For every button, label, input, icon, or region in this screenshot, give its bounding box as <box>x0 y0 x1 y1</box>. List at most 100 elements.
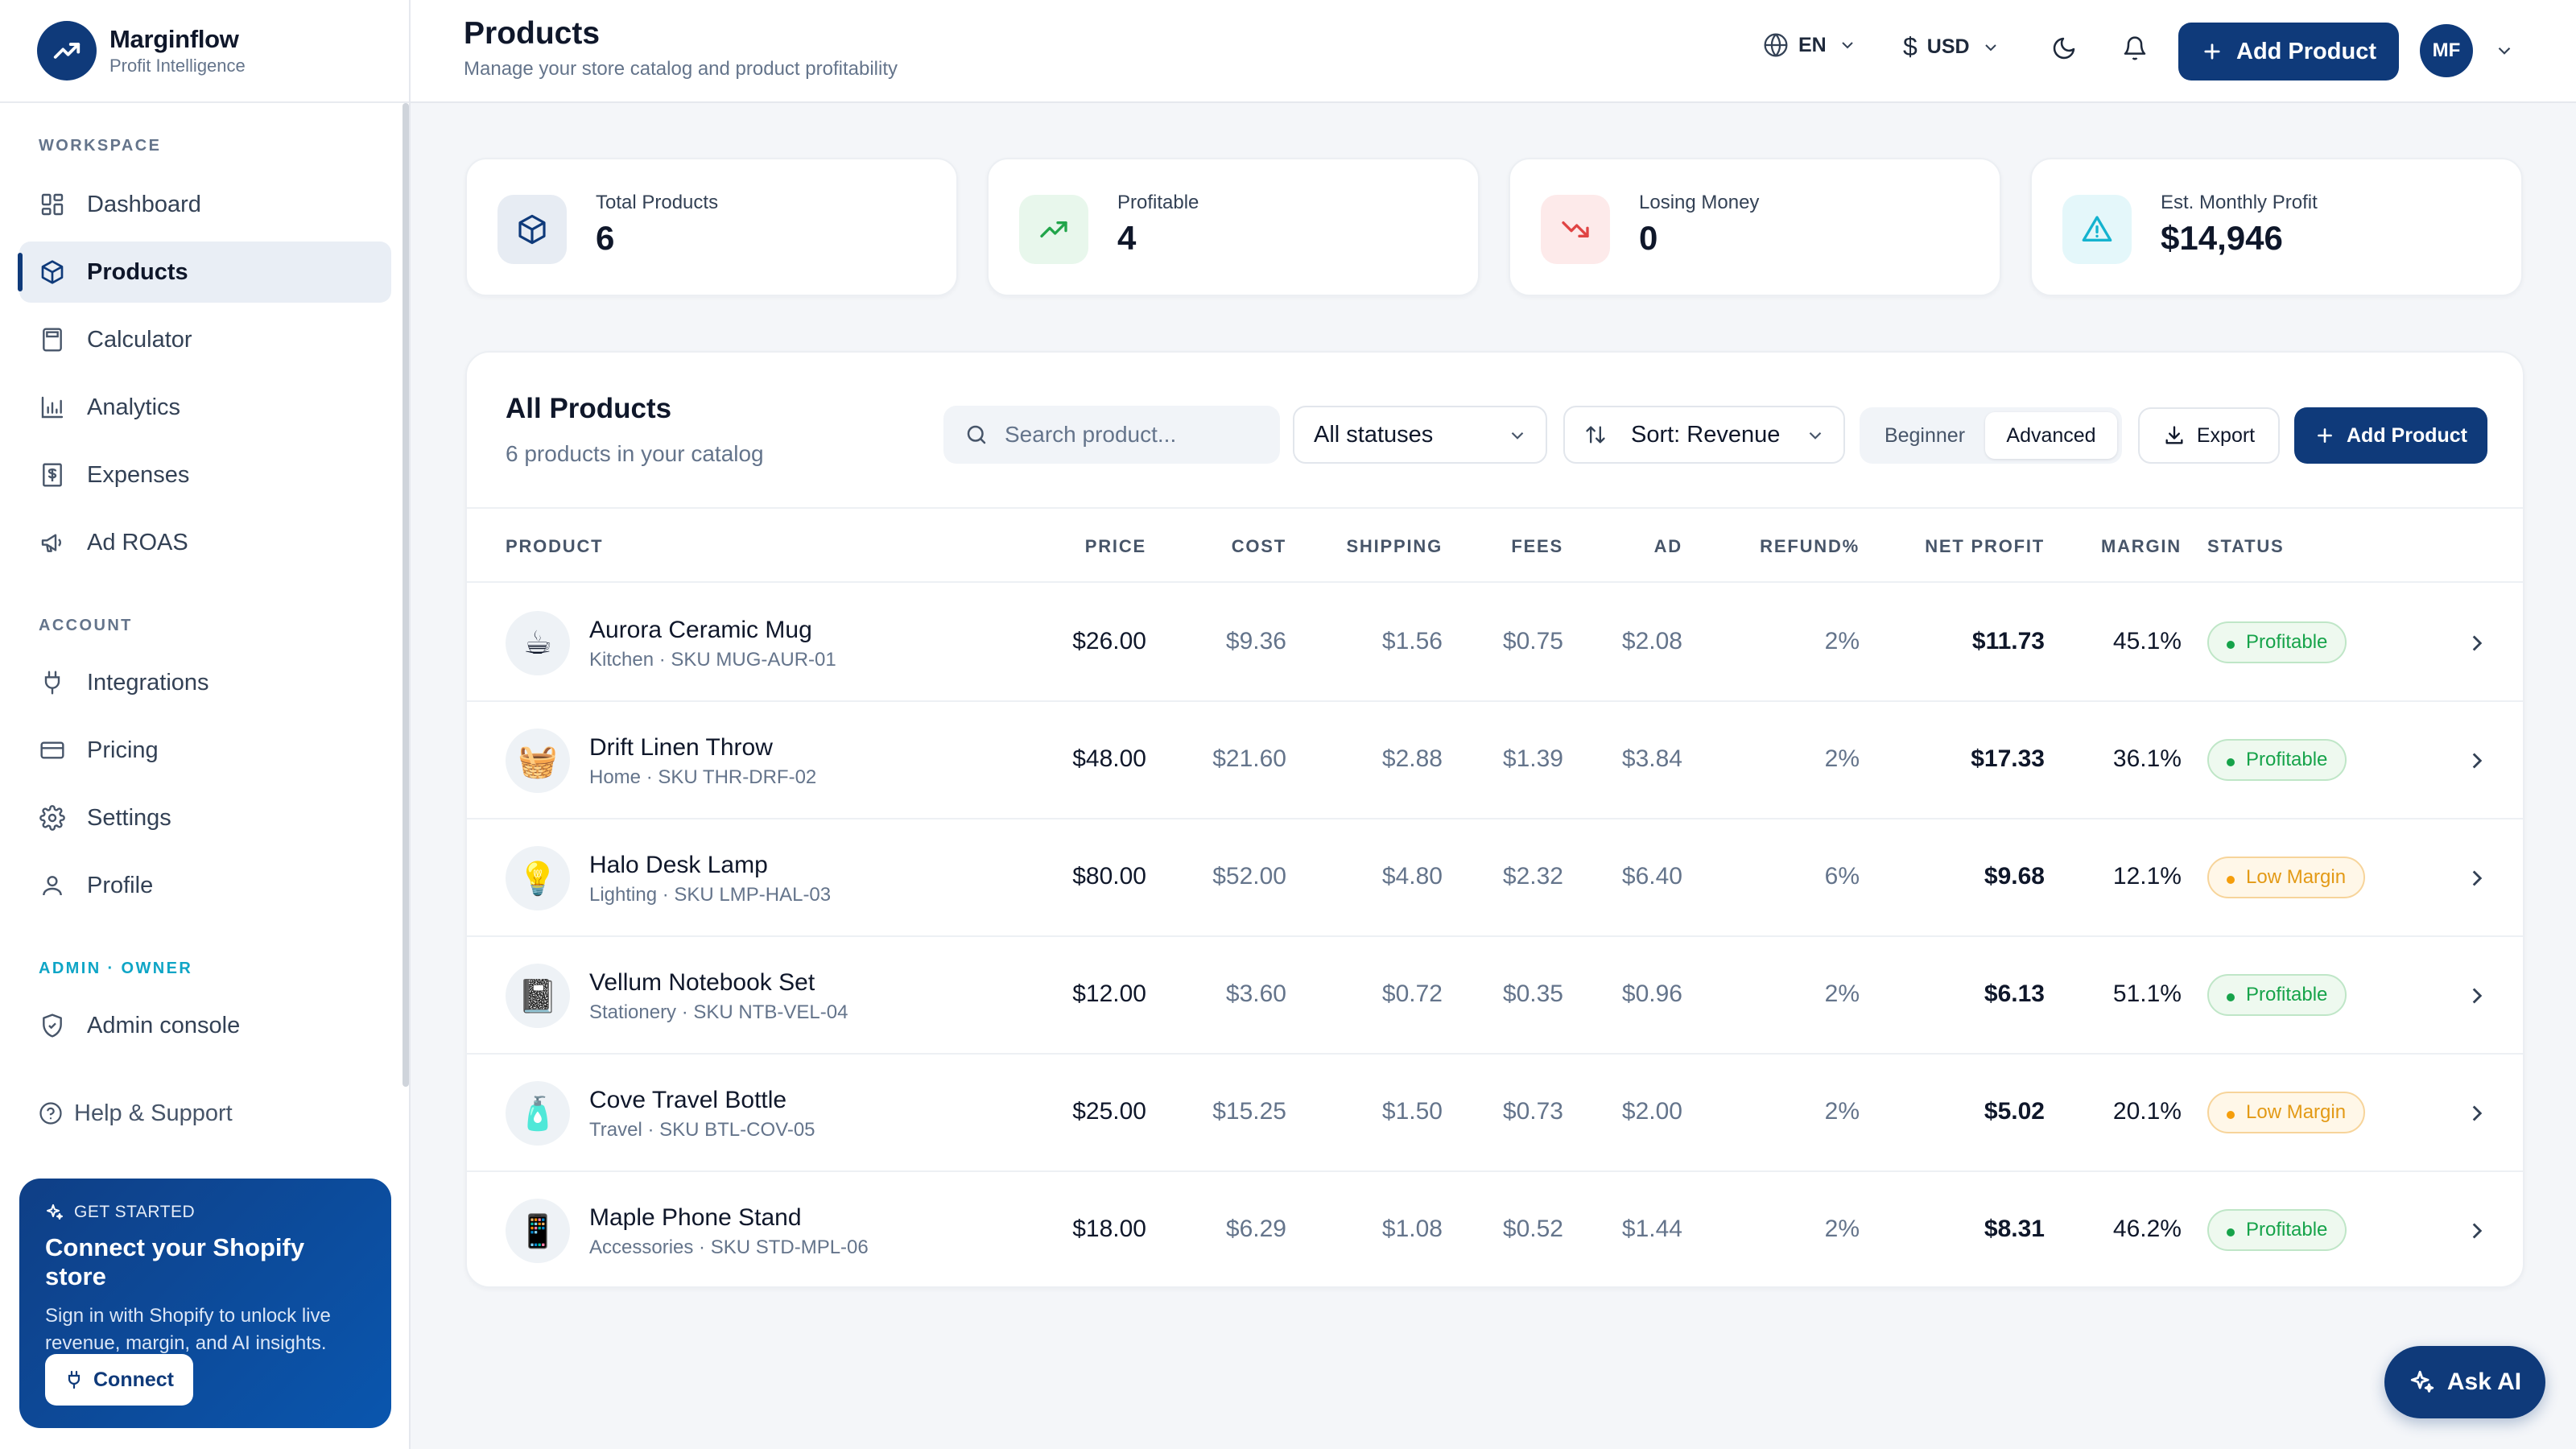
product-name: Cove Travel Bottle <box>589 1087 787 1113</box>
table-row[interactable]: 📱 Maple Phone Stand Accessories · SKU STD-… <box>467 1172 2523 1290</box>
sidebar-item-label: Profile <box>87 872 154 898</box>
mode-beginner[interactable]: Beginner <box>1884 423 1966 447</box>
sidebar-item-admin-console[interactable]: Admin console <box>19 995 391 1056</box>
sort-icon <box>1584 423 1607 446</box>
help-support-link[interactable]: Help & Support <box>39 1100 233 1127</box>
header-add-product-button[interactable]: Add Product <box>2178 23 2399 80</box>
table-row[interactable]: 🧴 Cove Travel Bottle Travel · SKU BTL-COV-… <box>467 1055 2523 1172</box>
product-thumbnail: ☕ <box>506 611 570 675</box>
chevron-right-icon[interactable] <box>2463 1100 2491 1127</box>
theme-toggle[interactable] <box>2051 35 2077 61</box>
cell-shipping: $0.72 <box>1381 980 1443 1007</box>
dollar-icon: $ <box>1903 32 1918 61</box>
col-margin[interactable]: MARGIN <box>2100 536 2182 556</box>
col-product[interactable]: PRODUCT <box>506 536 604 556</box>
table-row[interactable]: 🧺 Drift Linen Throw Home · SKU THR-DRF-02 $… <box>467 702 2523 819</box>
col-fees[interactable]: FEES <box>1511 536 1563 556</box>
section-label-workspace: WORKSPACE <box>39 137 162 155</box>
cell-refund: 2% <box>1824 745 1860 772</box>
col-ad[interactable]: AD <box>1653 536 1682 556</box>
col-refund[interactable]: REFUND% <box>1760 536 1860 556</box>
trending-down-icon <box>1541 195 1610 264</box>
sidebar-item-label: Integrations <box>87 669 209 696</box>
product-meta: Kitchen · SKU MUG-AUR-01 <box>589 649 836 671</box>
product-thumbnail: 📓 <box>506 964 570 1028</box>
col-status[interactable]: STATUS <box>2207 536 2285 556</box>
ask-ai-button[interactable]: Ask AI <box>2384 1346 2545 1418</box>
sidebar-item-integrations[interactable]: Integrations <box>19 652 391 713</box>
chevron-right-icon[interactable] <box>2463 1217 2491 1245</box>
table-row[interactable]: 💡 Halo Desk Lamp Lighting · SKU LMP-HAL-03… <box>467 819 2523 937</box>
sidebar-scrollbar[interactable] <box>402 103 409 1087</box>
sidebar-item-ad-roas[interactable]: Ad ROAS <box>19 512 391 573</box>
add-product-button[interactable]: Add Product <box>2294 407 2487 464</box>
table-row[interactable]: 📓 Vellum Notebook Set Stationery · SKU NTB… <box>467 937 2523 1055</box>
product-meta: Lighting · SKU LMP-HAL-03 <box>589 884 832 906</box>
col-shipping[interactable]: SHIPPING <box>1346 536 1443 556</box>
cell-fees: $0.52 <box>1502 1216 1563 1242</box>
sidebar-item-label: Calculator <box>87 326 192 353</box>
chevron-down-icon <box>1981 38 2000 57</box>
calculator-icon <box>39 326 66 353</box>
sidebar-item-calculator[interactable]: Calculator <box>19 309 391 370</box>
cell-cost: $9.36 <box>1225 628 1286 654</box>
product-name: Halo Desk Lamp <box>589 852 768 878</box>
stat-value: 6 <box>596 219 615 257</box>
table-subtitle: 6 products in your catalog <box>506 441 764 466</box>
sidebar-item-pricing[interactable]: Pricing <box>19 720 391 781</box>
moon-icon <box>2051 35 2077 61</box>
language-select[interactable]: EN <box>1763 32 1857 58</box>
chevron-down-icon[interactable] <box>2494 40 2515 61</box>
table-header: PRODUCT PRICE COST SHIPPING FEES AD REFU… <box>467 507 2523 583</box>
cell-fees: $0.75 <box>1502 628 1563 654</box>
stat-label: Losing Money <box>1639 192 1760 213</box>
currency-select[interactable]: $ USD <box>1903 32 2000 62</box>
notifications-button[interactable] <box>2122 35 2148 61</box>
product-emoji: 📓 <box>518 978 558 1014</box>
status-badge: Profitable <box>2207 739 2347 781</box>
connect-button[interactable]: Connect <box>45 1354 193 1406</box>
cell-net-profit: $17.33 <box>1971 745 2045 772</box>
product-name: Drift Linen Throw <box>589 734 773 761</box>
section-label-account: ACCOUNT <box>39 617 133 634</box>
trending-up-icon <box>37 21 97 80</box>
sort-select[interactable]: Sort: Revenue <box>1563 406 1845 464</box>
chevron-right-icon[interactable] <box>2463 747 2491 774</box>
col-cost[interactable]: COST <box>1231 536 1286 556</box>
chevron-right-icon[interactable] <box>2463 865 2491 892</box>
table-row[interactable]: ☕ Aurora Ceramic Mug Kitchen · SKU MUG-AUR… <box>467 584 2523 702</box>
sidebar-item-label: Expenses <box>87 461 190 488</box>
sidebar-item-analytics[interactable]: Analytics <box>19 377 391 438</box>
avatar[interactable]: MF <box>2420 24 2473 77</box>
status-badge: Profitable <box>2207 1209 2347 1251</box>
mode-advanced[interactable]: Advanced <box>1985 412 2117 459</box>
chevron-right-icon[interactable] <box>2463 982 2491 1009</box>
credit-card-icon <box>39 737 66 764</box>
product-meta: Stationery · SKU NTB-VEL-04 <box>589 1001 848 1023</box>
export-button[interactable]: Export <box>2138 407 2280 464</box>
sidebar-item-settings[interactable]: Settings <box>19 787 391 848</box>
col-price[interactable]: PRICE <box>1084 536 1146 556</box>
search-icon <box>964 423 989 447</box>
cell-ad: $3.84 <box>1621 745 1682 772</box>
sidebar-item-expenses[interactable]: Expenses <box>19 444 391 506</box>
col-net-profit[interactable]: NET PROFIT <box>1925 536 2045 556</box>
promo-description: Sign in with Shopify to unlock live reve… <box>45 1305 331 1354</box>
cell-cost: $6.29 <box>1225 1216 1286 1242</box>
stat-label: Est. Monthly Profit <box>2161 192 2318 213</box>
cell-cost: $52.00 <box>1212 863 1286 890</box>
brand[interactable]: Marginflow Profit Intelligence <box>0 0 409 103</box>
search-input[interactable] <box>1005 422 1262 448</box>
sidebar-item-products[interactable]: Products <box>18 242 391 303</box>
cell-price: $26.00 <box>1072 628 1146 654</box>
globe-icon <box>1763 32 1789 58</box>
sparkles-icon <box>2409 1368 2436 1396</box>
promo-title: Connect your Shopify store <box>45 1233 305 1290</box>
chevron-right-icon[interactable] <box>2463 630 2491 657</box>
stat-value: $14,946 <box>2161 219 2283 257</box>
sidebar-item-profile[interactable]: Profile <box>19 855 391 916</box>
status-filter-select[interactable]: All statuses <box>1293 406 1547 464</box>
box-icon <box>497 195 567 264</box>
status-badge: Profitable <box>2207 621 2347 663</box>
sidebar-item-dashboard[interactable]: Dashboard <box>19 174 391 235</box>
